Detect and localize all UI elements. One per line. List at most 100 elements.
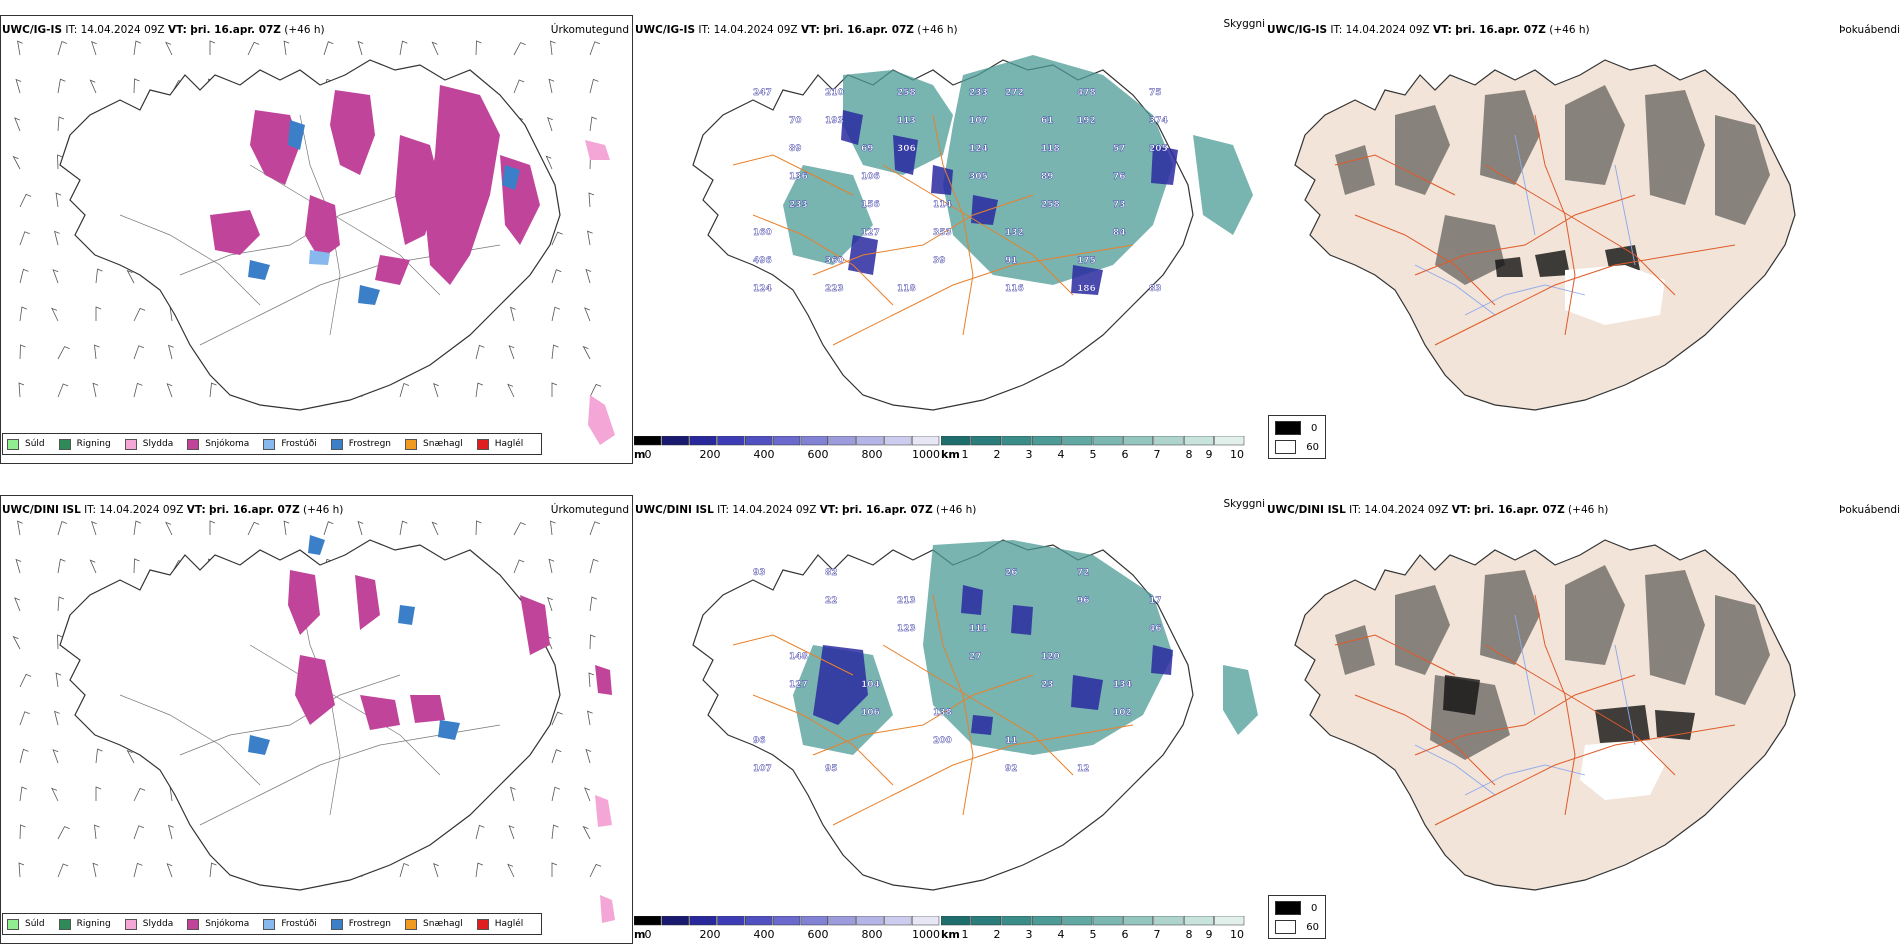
- wind-barb: [19, 748, 29, 764]
- cloud-base-height-label: 353: [933, 228, 952, 238]
- fog-legend-item: 0: [1275, 421, 1319, 435]
- colorbar-swatch: [911, 436, 940, 446]
- wind-barb: [548, 78, 555, 94]
- cloud-panel-2: UWC/DINI ISL IT: 14.04.2024 09Z VT: þri.…: [633, 495, 1265, 944]
- wind-barb: [166, 863, 173, 878]
- cloud-base-height-label: 118: [897, 284, 916, 294]
- legend-item-freezing-rain: Frostregn: [330, 918, 391, 930]
- wind-barb: [589, 863, 602, 878]
- frost-drizzle-areas: [309, 250, 330, 265]
- fog-map: [1294, 59, 1796, 411]
- colorbar-swatch: [941, 436, 971, 446]
- cloud-base-colorbar: m 0 200 400 600 800 1000: [634, 916, 940, 942]
- clear-area: [1580, 740, 1665, 800]
- cloud-base-height-label: 138: [933, 708, 952, 718]
- cloud-map: 93 26 22 96 123 46 27 127 23 106 102 200 107 92 82 72 21…: [692, 539, 1258, 891]
- wind-barb: [94, 824, 100, 840]
- wind-barb: [582, 345, 591, 360]
- visibility-colorbar: km 1 2 3 4 5 6 7 8 9 10: [941, 436, 1245, 462]
- precip-panel-frame: [0, 15, 633, 464]
- cloud-base-height-label: 124: [753, 284, 772, 294]
- wind-barb: [57, 383, 69, 398]
- wind-barb: [551, 711, 563, 726]
- wind-barb: [510, 786, 516, 802]
- wind-barb: [551, 862, 558, 877]
- wind-barb: [589, 78, 599, 94]
- wind-barb: [433, 383, 439, 398]
- wind-barb: [133, 862, 143, 878]
- fog-legend-swatch: [1275, 421, 1301, 435]
- wind-barb: [551, 749, 562, 764]
- wind-barb: [52, 749, 59, 764]
- legend-item-rain: Rigning: [58, 918, 111, 930]
- cloud-base-height-label: 127: [861, 228, 880, 238]
- wind-barb: [14, 117, 21, 132]
- cloud-base-height-label: 11: [1005, 736, 1018, 746]
- wind-barb: [589, 383, 602, 398]
- cloud-base-height-label: 272: [1005, 88, 1024, 98]
- fog-legend-swatch: [1275, 440, 1297, 454]
- colorbar-unit: km: [941, 928, 960, 941]
- colorbar-tick: 9: [1205, 448, 1213, 461]
- wind-barb: [357, 520, 364, 536]
- panel-header: UWC/DINI ISL IT: 14.04.2024 09Z VT: þri.…: [1267, 504, 1609, 516]
- fog-dark-cores: [1495, 245, 1640, 277]
- wind-barb: [57, 40, 68, 56]
- legend-swatch: [330, 438, 343, 450]
- wind-barb: [507, 863, 515, 878]
- wind-barb: [587, 230, 593, 246]
- wind-barb: [247, 521, 260, 536]
- wind-barb: [209, 520, 216, 535]
- wind-barb: [588, 672, 595, 688]
- colorbar-swatch: [1031, 436, 1062, 446]
- wind-barb: [323, 521, 334, 536]
- cloud-base-height-label: 82: [825, 568, 838, 578]
- colorbar-tick: 1000: [912, 928, 940, 941]
- panel-title: Úrkomutegund: [550, 24, 629, 36]
- wind-barb: [51, 787, 59, 802]
- iceland-land: [1294, 59, 1796, 411]
- road-network: [1334, 594, 1736, 826]
- legend-swatch: [263, 918, 276, 930]
- cloud-base-height-label: 23: [1041, 680, 1054, 690]
- wind-barb: [57, 826, 70, 840]
- cloud-base-height-label: 136: [789, 172, 808, 182]
- legend-swatch: [124, 438, 137, 450]
- wind-barb: [431, 521, 439, 536]
- wind-barb: [582, 825, 591, 840]
- cloud-base-height-labels: 247 272 193 192 306 205 305 233 258 127 84 39 124 116…: [753, 88, 1168, 294]
- cloud-base-height-label: 17: [1149, 596, 1162, 606]
- cloud-base-height-label: 70: [789, 116, 802, 126]
- cloud-base-height-label: 104: [861, 680, 880, 690]
- wind-barb: [57, 558, 66, 574]
- wind-barb: [508, 345, 515, 360]
- colorbar-tick: 5: [1089, 928, 1097, 941]
- wind-barb: [95, 786, 102, 801]
- wind-barb: [513, 42, 526, 56]
- wind-barb: [89, 559, 97, 574]
- sleet-areas: [585, 140, 615, 445]
- wind-barb: [551, 382, 558, 397]
- fog-legend-item: 60: [1275, 440, 1319, 454]
- panel-header: UWC/IG-IS IT: 14.04.2024 09Z VT: þri. 16…: [2, 24, 325, 36]
- cloud-base-height-label: 496: [753, 256, 772, 266]
- cloud-base-height-label: 96: [753, 736, 766, 746]
- legend-item-snow: Snjókoma: [187, 438, 249, 450]
- wind-barb: [54, 710, 60, 726]
- wind-barb: [513, 79, 525, 94]
- colorbar-swatch: [971, 916, 1002, 926]
- wind-barb: [433, 863, 439, 878]
- colorbar-tick: 7: [1153, 928, 1161, 941]
- wind-barb: [133, 558, 140, 574]
- wind-barb: [133, 825, 144, 840]
- cloud-base-height-label: 46: [1149, 624, 1162, 634]
- colorbar-swatch: [911, 916, 940, 926]
- legend-item-hail: Haglél: [476, 918, 523, 930]
- wind-barb: [57, 78, 66, 94]
- wind-barb: [475, 824, 485, 840]
- wind-barb: [92, 862, 99, 878]
- wind-barb: [19, 344, 26, 360]
- wind-barb: [551, 824, 559, 840]
- legend-swatch: [263, 438, 276, 450]
- wind-barb: [550, 40, 556, 56]
